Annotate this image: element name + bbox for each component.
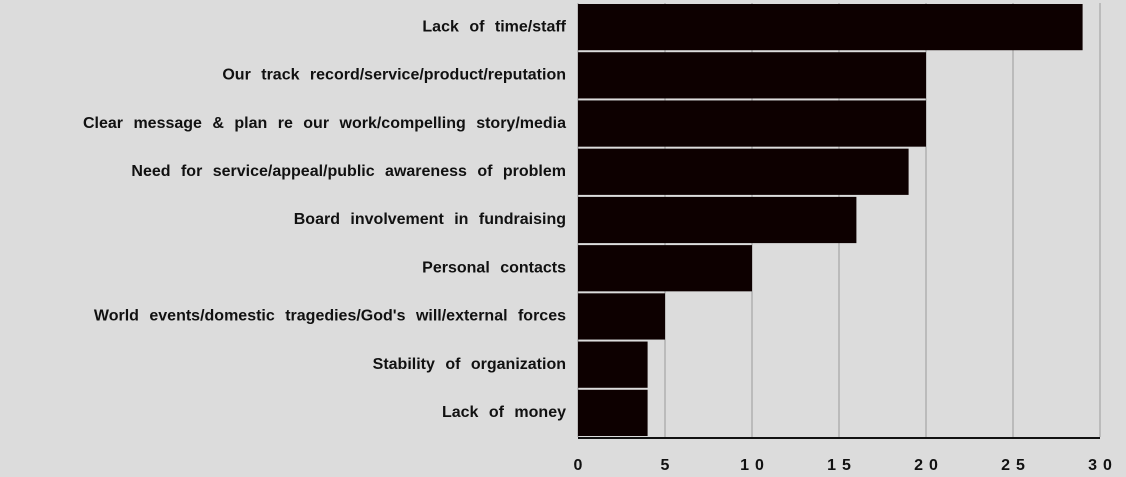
bar	[578, 196, 857, 244]
bar	[578, 389, 648, 436]
bar	[578, 52, 926, 99]
y-tick-label: Lack of time/staff	[422, 18, 566, 35]
bar	[578, 245, 752, 292]
y-tick-label: Stability of organization	[373, 356, 566, 373]
y-tick-label: World events/domestic tragedies/God's wi…	[94, 308, 566, 325]
bar	[578, 293, 665, 340]
bar	[578, 341, 648, 388]
y-tick-label: Board involvement in fundraising	[294, 211, 566, 228]
x-tick-label: 0	[574, 457, 589, 474]
bar	[578, 100, 926, 147]
y-tick-label: Our track record/service/product/reputat…	[222, 67, 566, 84]
bar	[578, 4, 1083, 51]
y-tick-label: Lack of money	[442, 404, 566, 421]
y-tick-label: Personal contacts	[422, 259, 566, 276]
x-tick-label: 15	[827, 457, 857, 474]
y-tick-label: Need for service/appeal/public awareness…	[131, 163, 566, 180]
bar	[578, 148, 909, 195]
y-tick-label: Clear message & plan re our work/compell…	[83, 115, 566, 132]
x-tick-label: 30	[1088, 457, 1118, 474]
x-tick-label: 10	[740, 457, 770, 474]
x-tick-label: 5	[661, 457, 676, 474]
x-tick-label: 25	[1001, 457, 1031, 474]
x-tick-label: 20	[914, 457, 944, 474]
